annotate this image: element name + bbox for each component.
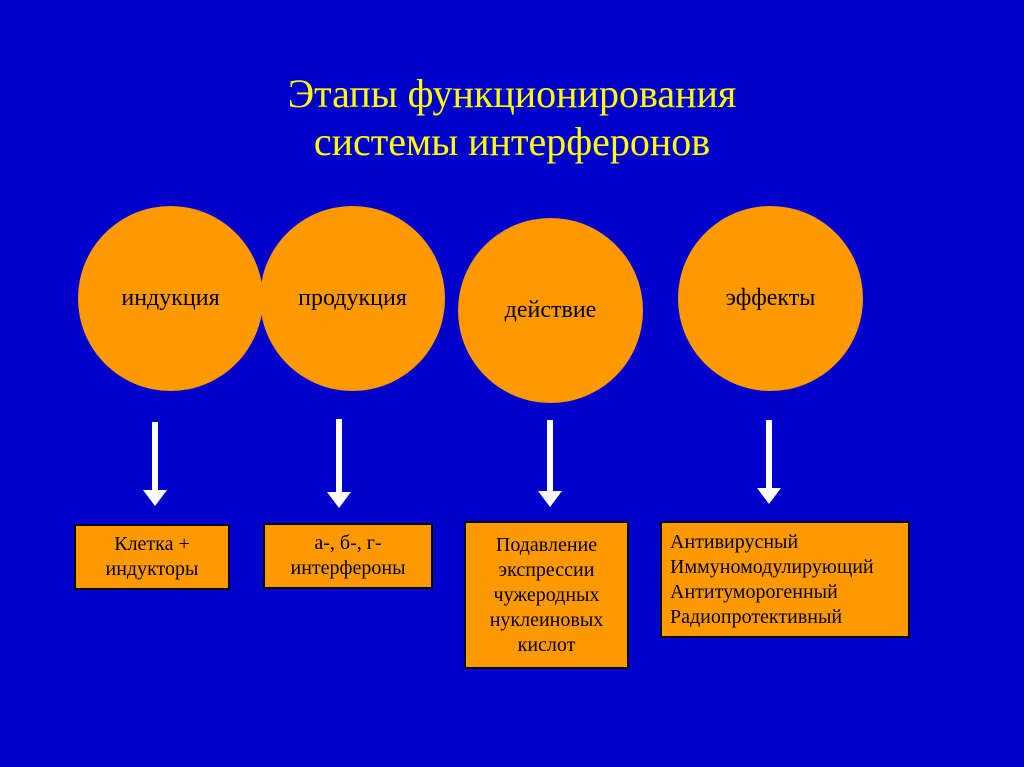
circle-label: эффекты <box>726 285 816 312</box>
box-text: Клетка + индукторы <box>81 532 223 582</box>
stage-circle-effects: эффекты <box>678 206 863 391</box>
detail-box-inductors: Клетка + индукторы <box>74 524 230 590</box>
stage-circle-induction: индукция <box>78 206 263 391</box>
arrow-icon <box>336 419 342 494</box>
detail-box-suppression: Подавление экспрессии чужеродных нуклеин… <box>464 521 629 669</box>
detail-box-effects-list: Антивирусный Иммуномодулирующий Антитумо… <box>660 521 910 638</box>
detail-box-interferons: а-, б-, г-интерфероны <box>263 523 433 589</box>
arrow-icon <box>766 420 772 490</box>
box-text: Антивирусный Иммуномодулирующий Антитумо… <box>670 530 874 630</box>
stage-circle-action: действие <box>458 218 643 403</box>
arrow-icon <box>547 420 553 493</box>
box-text: Подавление экспрессии чужеродных нуклеин… <box>471 533 622 658</box>
title-line-1: Этапы функционирования <box>288 71 737 116</box>
arrow-icon <box>152 422 158 492</box>
circle-label: продукция <box>298 285 407 312</box>
title-line-2: системы интерферонов <box>314 119 710 164</box>
circle-label: действие <box>505 297 597 324</box>
slide-title: Этапы функционирования системы интерферо… <box>0 0 1024 166</box>
stage-circle-production: продукция <box>260 206 445 391</box>
circle-label: индукция <box>121 285 219 312</box>
box-text: а-, б-, г-интерфероны <box>270 531 426 581</box>
